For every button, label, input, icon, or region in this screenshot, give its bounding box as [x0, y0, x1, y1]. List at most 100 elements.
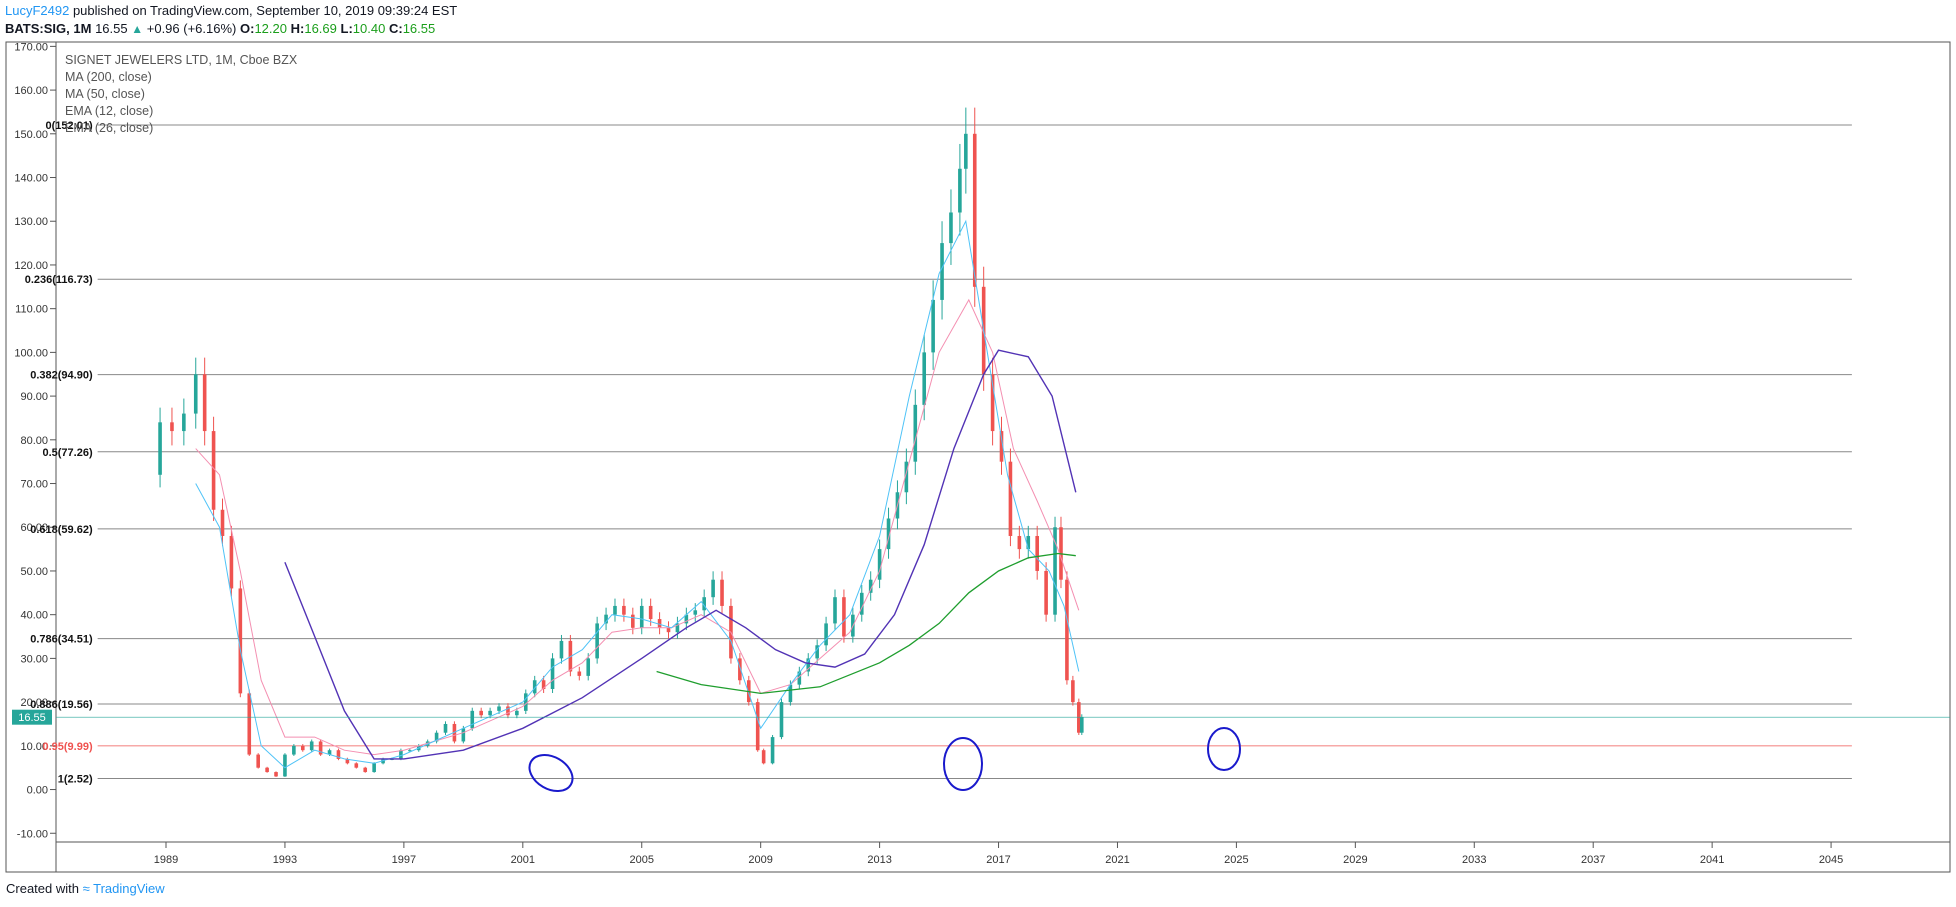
candle-body	[868, 579, 873, 593]
open-label: O:	[240, 21, 255, 36]
candle-body	[399, 750, 403, 759]
candle-body	[720, 579, 724, 606]
x-tick-label: 2029	[1343, 854, 1367, 866]
fib-level-label: 0.236(116.73)	[25, 274, 93, 286]
candle-body	[859, 592, 864, 615]
candle-body	[675, 623, 680, 633]
candle-body	[666, 627, 671, 633]
candle-body	[770, 737, 775, 764]
candle-body	[318, 741, 323, 755]
candle-body	[202, 374, 207, 432]
candle-body	[779, 702, 784, 738]
candle-body	[327, 750, 332, 755]
candle-body	[247, 693, 252, 755]
candle-body	[940, 243, 944, 300]
y-tick-label: 0.00	[27, 785, 48, 797]
candle-body	[755, 702, 760, 751]
price-tag-text: 16.55	[18, 712, 46, 724]
candle-body	[877, 549, 882, 580]
candle-body	[999, 431, 1004, 462]
y-tick-label: 110.00	[15, 304, 48, 316]
candle-body	[761, 750, 766, 764]
price-tag-bg	[12, 709, 52, 725]
candle-body	[684, 614, 689, 624]
candle-body	[1053, 527, 1057, 615]
candle-body	[238, 588, 243, 694]
candle-body	[345, 758, 350, 764]
candle-body	[657, 619, 662, 628]
legend-title: SIGNET JEWELERS LTD, 1M, Cboe BZX	[65, 53, 298, 67]
x-tick-label: 1997	[392, 854, 416, 866]
footer-created: Created with	[6, 881, 79, 896]
fib-level-label: 0.382(94.90)	[30, 370, 93, 382]
x-tick-label: 2041	[1700, 854, 1724, 866]
legend-item-ema26[interactable]: EMA (26, close)	[65, 121, 154, 135]
tradingview-brand[interactable]: TradingView	[93, 881, 165, 896]
candle-body	[488, 710, 492, 716]
candle-body	[354, 763, 359, 768]
candle-body	[833, 597, 837, 624]
candle-body	[622, 605, 626, 615]
candle-body	[292, 745, 296, 755]
candle-body	[470, 710, 475, 729]
fib-level-label: 0.618(59.62)	[30, 524, 93, 536]
candle-body	[613, 605, 617, 615]
candle-body	[949, 212, 953, 244]
candle-body	[842, 597, 846, 637]
x-tick-label: 2033	[1462, 854, 1486, 866]
candle-body	[693, 610, 698, 615]
candle-body	[256, 754, 260, 768]
legend-item-ma200[interactable]: MA (200, close)	[65, 70, 152, 84]
low-label: L:	[340, 21, 353, 36]
high-label: H:	[290, 21, 305, 36]
y-tick-label: 160.00	[14, 85, 48, 97]
low-value: 10.40	[352, 21, 386, 36]
fib-level-label: 1(2.52)	[58, 774, 93, 786]
annotations[interactable]	[523, 727, 1241, 799]
footer: Created with ≈ TradingView	[6, 881, 165, 896]
x-tick-label: 1993	[273, 854, 297, 866]
candle-body	[806, 658, 811, 672]
candle-series	[158, 107, 1084, 777]
ema12-line	[195, 219, 1080, 769]
y-tick-label: 50.00	[20, 566, 48, 578]
ellipse-1992[interactable]	[523, 748, 579, 799]
tradingview-logo-icon[interactable]: ≈	[82, 881, 90, 896]
candle-body	[958, 168, 962, 213]
candle-body	[274, 772, 278, 777]
price-tag: 16.55	[12, 709, 1950, 725]
chart-legend: SIGNET JEWELERS LTD, 1M, Cboe BZX MA (20…	[65, 52, 297, 137]
candle-body	[1008, 461, 1013, 536]
fib-retracement[interactable]: 0(152.01) 0.236(116.73) 0.382(94.90) 0.5(77…	[25, 120, 1852, 786]
candle-body	[972, 133, 977, 287]
candle-body	[922, 352, 927, 405]
candle-body	[631, 614, 635, 628]
candle-body	[648, 605, 653, 620]
x-tick-label: 2013	[867, 854, 891, 866]
candle-body	[408, 750, 412, 752]
candle-body	[532, 680, 537, 694]
candle-body	[788, 684, 793, 703]
candle-body	[300, 745, 305, 751]
y-tick-label: 170.00	[14, 41, 48, 53]
candle-body	[220, 509, 225, 536]
y-tick-label: 100.00	[14, 347, 48, 359]
legend-item-ma50[interactable]: MA (50, close)	[65, 87, 145, 101]
y-tick-label: 20.00	[20, 697, 48, 709]
x-tick-label: 2021	[1105, 854, 1129, 866]
ellipse-2019[interactable]	[1207, 727, 1241, 771]
high-value: 16.69	[304, 21, 337, 36]
candle-body	[711, 579, 715, 598]
legend-item-ema12[interactable]: EMA (12, close)	[65, 104, 154, 118]
author-link[interactable]: LucyF2492	[5, 3, 70, 18]
candle-body	[738, 658, 742, 681]
up-arrow-icon: ▲	[131, 22, 144, 36]
y-tick-label: 30.00	[20, 653, 48, 665]
ellipse-2008[interactable]	[943, 737, 983, 791]
x-tick-label: 2017	[986, 854, 1010, 866]
y-tick-label: 40.00	[20, 610, 48, 622]
y-tick-label: 90.00	[20, 391, 48, 403]
x-tick-label: 2045	[1819, 854, 1843, 866]
candle-body	[815, 645, 819, 659]
